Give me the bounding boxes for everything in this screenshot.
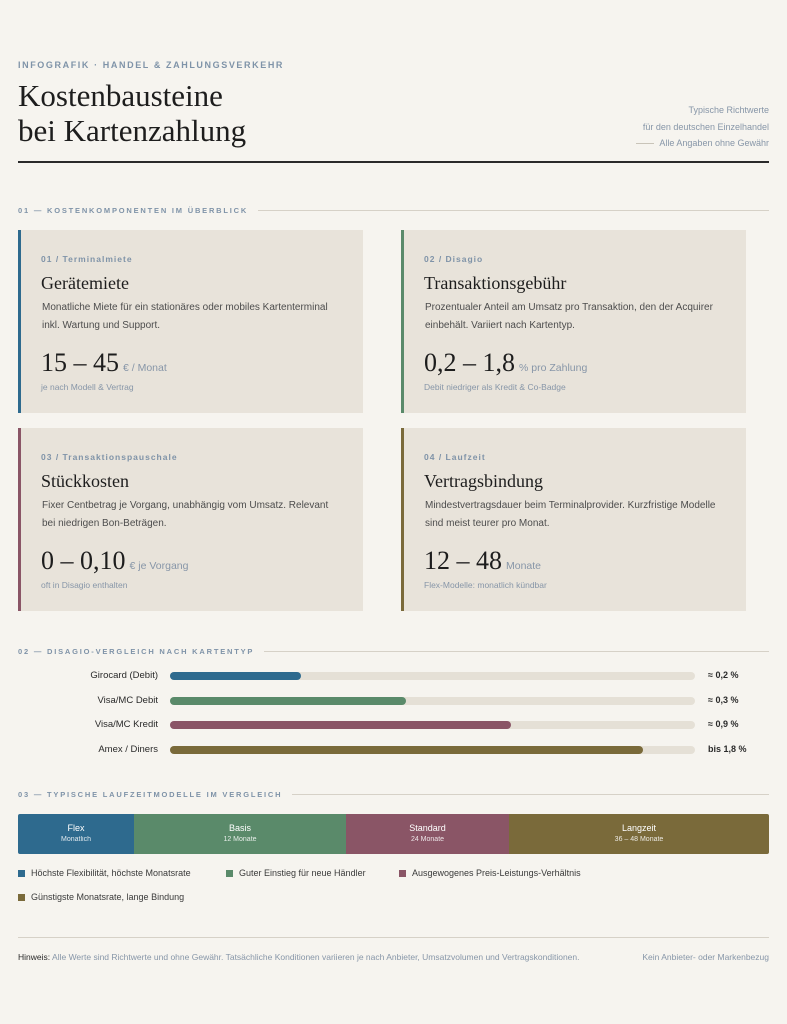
legend-item: Guter Einstieg für neue Händler: [226, 868, 366, 878]
bar-label: Girocard (Debit): [90, 670, 158, 681]
rule: [18, 937, 769, 938]
title: Kostenbausteine bei Kartenzahlung: [18, 78, 246, 148]
legend-swatch: [226, 869, 233, 877]
segment-sub: 24 Monate: [410, 836, 445, 843]
title-line: bei Kartenzahlung: [18, 113, 247, 148]
segment-name: Langzeit: [621, 823, 657, 833]
bar: [170, 696, 407, 705]
card: 04 / Laufzeit Vertragsbindung Mindestvertr…: [401, 428, 746, 611]
card-value: 0,2 – 1,8 % pro Zahlung: [424, 348, 587, 378]
card-label: 02 / Disagio: [424, 254, 484, 264]
title-line: Kostenbausteine: [18, 78, 223, 113]
segment-sub: Monatlich: [61, 836, 91, 843]
bar-row: Girocard (Debit) ≈ 0,2 %: [18, 668, 769, 684]
bar-value: ≈ 0,3 %: [708, 694, 739, 705]
segment: Langzeit 36 – 48 Monate: [509, 814, 769, 854]
note: Typische Richtwerte für den deutschen Ei…: [636, 102, 769, 152]
bar-label: Visa/MC Debit: [97, 694, 158, 706]
value: 0 – 0,10: [41, 546, 126, 575]
bar: [170, 672, 302, 680]
legend-swatch: [18, 893, 25, 901]
card: 01 / Terminalmiete Gerätemiete Monatliche …: [18, 230, 363, 413]
bar-value: ≈ 0,9 %: [708, 719, 739, 729]
unit: € / Monat: [123, 362, 167, 374]
legend-swatch: [399, 869, 406, 877]
bar-track: [170, 696, 695, 705]
card-text: Monatliche Miete für ein stationäres ode…: [42, 302, 328, 331]
card-label: 03 / Transaktionspauschale: [41, 452, 178, 462]
card: 02 / Disagio Transaktionsgebühr Prozentual…: [401, 230, 746, 413]
card-sub: Flex-Modelle: monatlich kündbar: [424, 580, 547, 590]
bar-track: [170, 672, 695, 680]
segment-name: Standard: [409, 823, 446, 833]
footer-right: Kein Anbieter- oder Markenbezug: [642, 952, 769, 962]
card-text: Mindestvertragsdauer beim Terminalprovid…: [425, 500, 716, 529]
segment: Standard 24 Monate: [346, 814, 509, 854]
note-line: für den deutschen Einzelhandel: [642, 121, 769, 132]
section-label: 01 — KOSTENKOMPONENTEN IM ÜBERBLICK: [18, 206, 769, 215]
legend-text: Höchste Flexibilität, höchste Monatsrate: [31, 868, 191, 878]
bar-row: Visa/MC Debit ≈ 0,3 %: [18, 693, 769, 709]
legend-item: Günstigste Monatsrate, lange Bindung: [18, 892, 184, 902]
card-text: Fixer Centbetrag je Vorgang, unabhängig …: [42, 500, 329, 529]
unit: Monate: [506, 560, 542, 572]
segment-name: Flex: [67, 823, 85, 833]
note-line: Alle Angaben ohne Gewähr: [636, 135, 769, 152]
card-text: Prozentualer Anteil am Umsatz pro Transa…: [425, 302, 713, 331]
rule: [18, 161, 769, 163]
legend-item: Ausgewogenes Preis-Leistungs-Verhältnis: [399, 868, 581, 878]
card-sub: Debit niedriger als Kredit & Co-Badge: [424, 382, 566, 392]
value: 15 – 45: [41, 348, 119, 377]
bar-row: Amex / Diners bis 1,8 %: [18, 742, 769, 758]
legend-item: Höchste Flexibilität, höchste Monatsrate: [18, 868, 191, 878]
bar-row: Visa/MC Kredit ≈ 0,9 %: [18, 717, 769, 733]
segment: Flex Monatlich: [18, 814, 134, 854]
legend-text: Günstigste Monatsrate, lange Bindung: [31, 892, 185, 902]
legend-swatch: [18, 869, 25, 877]
card-label: 04 / Laufzeit: [424, 452, 486, 462]
segment: Basis 12 Monate: [134, 814, 346, 854]
footer-note: Hinweis: Alle Werte sind Richtwerte und …: [18, 952, 580, 962]
card: 03 / Transaktionspauschale Stückkosten Fix…: [18, 428, 363, 611]
card-value: 15 – 45 € / Monat: [41, 348, 167, 378]
legend-text: Guter Einstieg für neue Händler: [239, 868, 366, 878]
bar-value: ≈ 0,2 %: [708, 670, 739, 680]
card-title: Gerätemiete: [41, 273, 129, 293]
bar: [170, 745, 643, 754]
segment-sub: 36 – 48 Monate: [614, 836, 664, 843]
bar: [170, 721, 512, 729]
card-title: Vertragsbindung: [424, 471, 543, 491]
card-sub: oft in Disagio enthalten: [41, 580, 128, 590]
bar-label: Amex / Diners: [98, 743, 158, 755]
bar-track: [170, 721, 695, 729]
bar-value: bis 1,8 %: [708, 743, 747, 754]
card-title: Transaktionsgebühr: [424, 273, 567, 293]
timeline: Flex Monatlich Basis 12 Monate Standard 24 Mo…: [18, 814, 769, 854]
note-line: Typische Richtwerte: [688, 105, 769, 115]
card-sub: je nach Modell & Vertrag: [41, 382, 134, 392]
unit: € je Vorgang: [129, 560, 189, 572]
unit: % pro Zahlung: [519, 362, 588, 374]
section-label: 02 — DISAGIO-VERGLEICH NACH KARTENTYP: [18, 647, 769, 656]
value: 0,2 – 1,8: [424, 348, 515, 377]
card-label: 01 / Terminalmiete: [41, 254, 133, 264]
footer: Hinweis: Alle Werte sind Richtwerte und …: [18, 952, 769, 962]
card-value: 12 – 48 Monate: [424, 546, 541, 576]
bar-label: Visa/MC Kredit: [94, 719, 158, 730]
footer-label: Hinweis:: [18, 952, 51, 962]
footer-text: Alle Werte sind Richtwerte und ohne Gewä…: [52, 952, 580, 962]
section-label: 03 — TYPISCHE LAUFZEITMODELLE IM VERGLEI…: [18, 790, 769, 799]
legend-text: Ausgewogenes Preis-Leistungs-Verhältnis: [412, 868, 581, 878]
kicker: INFOGRAFIK · HANDEL & ZAHLUNGSVERKEHR: [18, 60, 285, 70]
value: 12 – 48: [424, 546, 502, 575]
bar-track: [170, 745, 695, 754]
card-title: Stückkosten: [41, 471, 129, 491]
card-value: 0 – 0,10 € je Vorgang: [41, 546, 188, 576]
segment-name: Basis: [228, 823, 251, 833]
segment-sub: 12 Monate: [223, 836, 257, 843]
